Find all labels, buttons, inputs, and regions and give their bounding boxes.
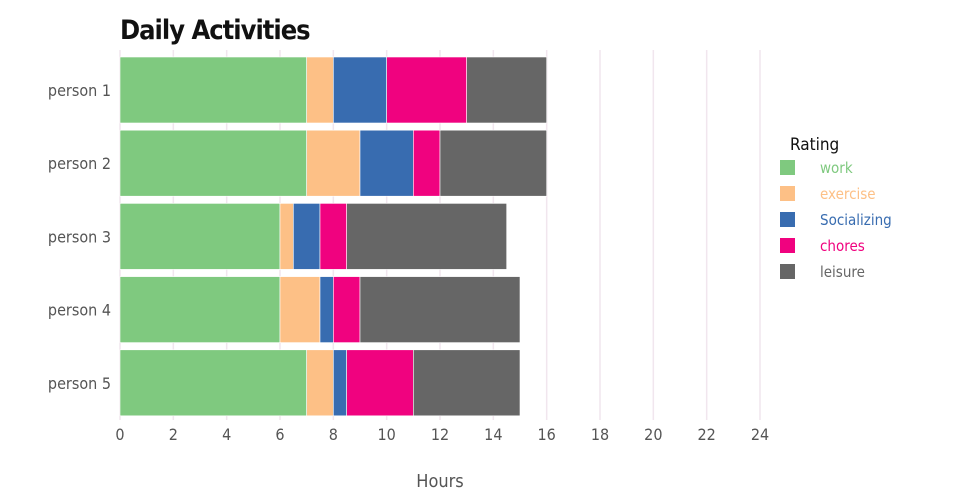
bar-segment-socializing — [333, 56, 387, 124]
legend-swatch — [780, 160, 795, 175]
x-tick-label: 6 — [275, 425, 284, 444]
bar-segment-socializing — [359, 129, 414, 197]
bar-segment-work — [119, 203, 281, 270]
chart-title: Daily Activities — [120, 15, 310, 46]
legend-swatch — [780, 212, 795, 227]
bar-segment-exercise — [279, 203, 294, 270]
legend-label: exercise — [820, 185, 876, 203]
x-tick-label: 12 — [431, 425, 449, 444]
bar-segment-leisure — [466, 56, 547, 124]
category-label: person 5 — [48, 374, 111, 393]
x-tick-label: 16 — [538, 425, 556, 444]
bar-segment-leisure — [439, 129, 547, 197]
bar-segment-chores — [386, 56, 467, 124]
category-label: person 3 — [48, 227, 111, 246]
legend-swatch — [780, 186, 795, 201]
x-tick-label: 20 — [644, 425, 662, 444]
legend-label: chores — [820, 237, 865, 255]
category-label: person 2 — [48, 154, 111, 173]
bar-segment-exercise — [306, 129, 361, 197]
x-tick-label: 4 — [222, 425, 231, 444]
bar-segment-chores — [319, 203, 347, 270]
x-tick-labels: 0 2 4 6 8 10 12 14 16 18 20 22 24 — [115, 425, 769, 444]
legend-label: Socializing — [820, 211, 892, 229]
x-tick-label: 0 — [115, 425, 124, 444]
bar-segment-work — [119, 129, 307, 197]
bar-segment-leisure — [413, 349, 521, 417]
legend-title: Rating — [790, 135, 839, 155]
x-axis-title: Hours — [416, 471, 463, 492]
bar-segment-exercise — [306, 56, 334, 124]
legend-swatch — [780, 264, 795, 279]
bars — [119, 56, 547, 417]
legend-label: leisure — [820, 263, 865, 281]
legend-label: work — [820, 159, 853, 177]
bar-segment-leisure — [359, 276, 521, 343]
bar-segment-socializing — [319, 276, 334, 343]
category-labels: person 1 person 2 person 3 person 4 person 5 — [48, 81, 111, 393]
category-label: person 4 — [48, 301, 111, 320]
x-tick-label: 24 — [751, 425, 769, 444]
legend: Rating work exercise Socializing chores leis… — [780, 135, 892, 281]
bar-segment-chores — [346, 349, 414, 417]
bar-segment-work — [119, 349, 307, 417]
bar-segment-exercise — [279, 276, 321, 343]
bar-segment-chores — [333, 276, 361, 343]
legend-swatch — [780, 238, 795, 253]
bar-segment-leisure — [346, 203, 507, 270]
x-tick-label: 14 — [484, 425, 502, 444]
bar-segment-chores — [413, 129, 441, 197]
bar-segment-socializing — [293, 203, 321, 270]
x-tick-label: 8 — [329, 425, 338, 444]
x-tick-label: 2 — [169, 425, 178, 444]
bar-segment-work — [119, 276, 281, 343]
x-tick-label: 22 — [698, 425, 716, 444]
x-tick-label: 10 — [378, 425, 396, 444]
bar-segment-socializing — [333, 349, 347, 417]
x-tick-label: 18 — [591, 425, 609, 444]
bar-segment-work — [119, 56, 307, 124]
bar-segment-exercise — [306, 349, 334, 417]
category-label: person 1 — [48, 81, 111, 100]
